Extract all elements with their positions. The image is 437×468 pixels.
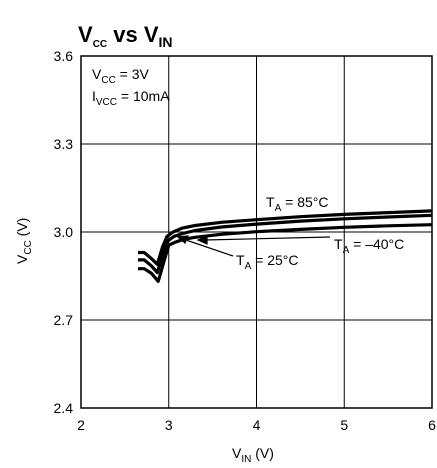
y-tick-label: 3.3	[54, 136, 74, 152]
series-label-25c-sub: A	[245, 261, 252, 272]
title-part-tail: V	[144, 22, 159, 47]
series-label-85c: TA = 85°C	[266, 194, 328, 214]
series-label-25c: TA = 25°C	[236, 252, 298, 272]
x-tick-label: 5	[340, 417, 348, 433]
x-tick-label: 6	[428, 417, 436, 433]
y-axis-label-sub: CC	[23, 240, 34, 254]
x-tick-label: 2	[77, 417, 85, 433]
x-tick-label: 3	[165, 417, 173, 433]
series-label-minus40c-rest: = –40°C	[349, 236, 404, 252]
y-tick-label: 2.4	[54, 400, 74, 416]
series-label-25c-rest: = 25°C	[251, 252, 298, 268]
arrow-25c-line	[182, 238, 234, 257]
tick-labels: 2 3 4 5 6 2.4 2.7 3.0 3.3 3.6	[54, 48, 437, 433]
arrow-minus40c-head	[196, 235, 208, 245]
plot-frame	[80, 55, 433, 409]
x-axis-label-sub: IN	[241, 454, 251, 465]
y-tick-label: 3.6	[54, 48, 74, 64]
title-part-mid: vs	[107, 22, 144, 47]
condition-ivcc-main: I	[92, 88, 96, 104]
x-tick-label: 4	[253, 417, 261, 433]
series-label-minus40c-sub: A	[343, 245, 350, 256]
x-axis-label-main: V	[232, 445, 242, 461]
condition-vcc-rest: = 3V	[116, 66, 150, 82]
y-tick-label: 3.0	[54, 224, 74, 240]
series-label-25c-main: T	[236, 252, 245, 268]
series-label-minus40c-main: T	[334, 236, 343, 252]
title-part-tail-sub: IN	[159, 34, 173, 50]
condition-ivcc-sub: VCC	[96, 97, 117, 108]
y-axis-label-main: V	[14, 254, 30, 264]
arrow-minus40c-line	[204, 236, 331, 241]
series-label-85c-rest: = 85°C	[281, 194, 328, 210]
label-arrows	[176, 235, 331, 257]
x-axis-label-unit: (V)	[251, 445, 274, 461]
chart-title: VCC vs VIN	[78, 22, 173, 50]
series-line-85c	[138, 209, 433, 266]
condition-ivcc: IVCC = 10mA	[92, 88, 170, 108]
arrow-25c-head	[176, 235, 189, 244]
title-part-main-sub: CC	[93, 39, 107, 50]
y-axis-label-unit: (V)	[14, 218, 30, 241]
y-tick-label: 2.7	[54, 312, 74, 328]
x-axis-label: VIN (V)	[232, 445, 274, 465]
series-label-85c-main: T	[266, 194, 275, 210]
series-label-85c-sub: A	[275, 203, 282, 214]
condition-vcc-main: V	[92, 66, 102, 82]
condition-vcc-sub: CC	[101, 75, 115, 86]
series-label-minus40c: TA = –40°C	[334, 236, 404, 256]
y-axis-label: VCC (V)	[14, 218, 34, 264]
condition-ivcc-rest: = 10mA	[117, 88, 170, 104]
condition-vcc: VCC = 3V	[92, 66, 150, 86]
title-part-main: V	[78, 22, 93, 47]
series-line-25c	[138, 213, 433, 275]
